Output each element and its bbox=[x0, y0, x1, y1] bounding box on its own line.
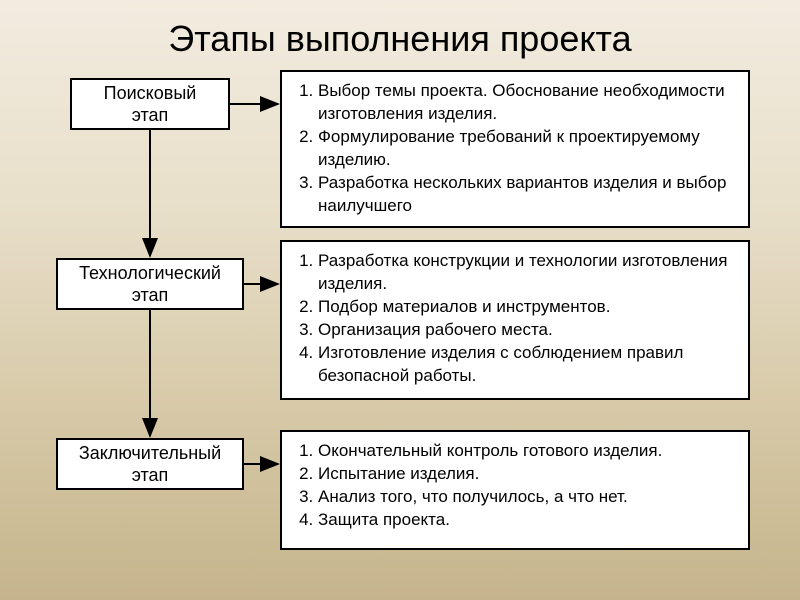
page-title: Этапы выполнения проекта bbox=[0, 0, 800, 60]
detail-list: Выбор темы проекта. Обоснование необходи… bbox=[292, 80, 734, 218]
stage-box-search: Поисковыйэтап bbox=[70, 78, 230, 130]
detail-item: Изготовление изделия с соблюдением прави… bbox=[318, 342, 734, 388]
stage-label: Технологическийэтап bbox=[79, 262, 221, 307]
detail-item: Выбор темы проекта. Обоснование необходи… bbox=[318, 80, 734, 126]
detail-item: Окончательный контроль готового изделия. bbox=[318, 440, 734, 463]
detail-box-tech: Разработка конструкции и технологии изго… bbox=[280, 240, 750, 400]
detail-box-search: Выбор темы проекта. Обоснование необходи… bbox=[280, 70, 750, 228]
detail-item: Анализ того, что получилось, а что нет. bbox=[318, 486, 734, 509]
detail-item: Подбор материалов и инструментов. bbox=[318, 296, 734, 319]
stage-label: Поисковыйэтап bbox=[104, 82, 197, 127]
detail-item: Защита проекта. bbox=[318, 509, 734, 532]
detail-list: Окончательный контроль готового изделия.… bbox=[292, 440, 734, 532]
detail-list: Разработка конструкции и технологии изго… bbox=[292, 250, 734, 388]
stage-box-tech: Технологическийэтап bbox=[56, 258, 244, 310]
stage-label: Заключительныйэтап bbox=[79, 442, 221, 487]
detail-item: Организация рабочего места. bbox=[318, 319, 734, 342]
flowchart-canvas: Поисковыйэтап Выбор темы проекта. Обосно… bbox=[0, 70, 800, 600]
detail-item: Формулирование требований к проектируемо… bbox=[318, 126, 734, 172]
stage-box-final: Заключительныйэтап bbox=[56, 438, 244, 490]
detail-item: Испытание изделия. bbox=[318, 463, 734, 486]
detail-item: Разработка нескольких вариантов изделия … bbox=[318, 172, 734, 218]
detail-item: Разработка конструкции и технологии изго… bbox=[318, 250, 734, 296]
detail-box-final: Окончательный контроль готового изделия.… bbox=[280, 430, 750, 550]
